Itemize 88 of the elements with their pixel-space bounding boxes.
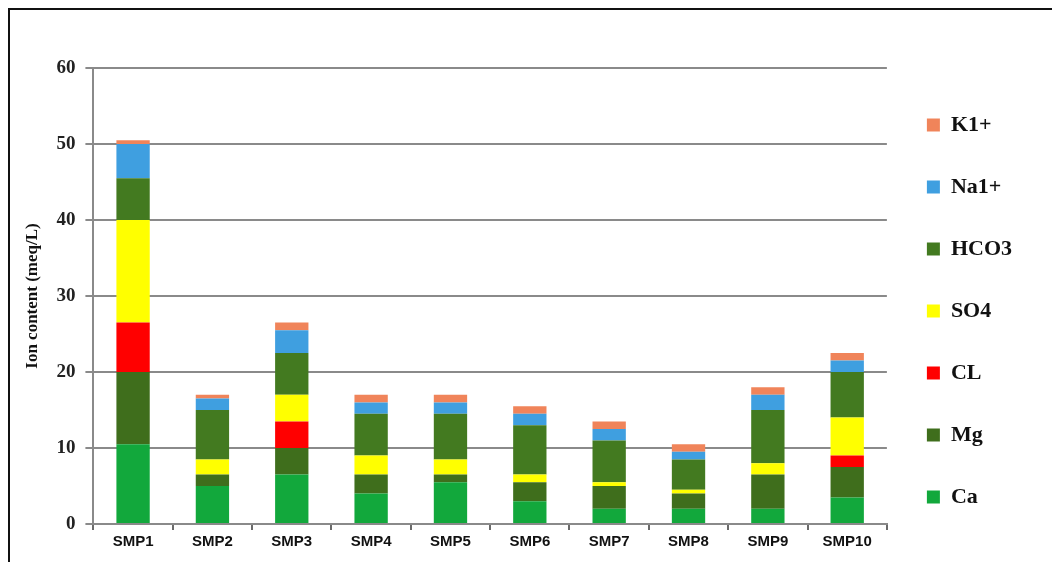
bar (671, 493, 706, 509)
bar (592, 508, 626, 523)
bar (513, 406, 547, 414)
y-tick-label: 50 (56, 131, 76, 153)
bar (354, 474, 388, 494)
bar (751, 508, 785, 523)
x-tick-label: SMP4 (350, 532, 393, 550)
bar (116, 322, 150, 372)
legend-label: Ca (950, 482, 978, 508)
bar (195, 474, 230, 486)
bar (354, 402, 388, 414)
bar (671, 451, 706, 460)
bar (275, 322, 309, 331)
bar (354, 493, 388, 523)
bar (354, 413, 388, 456)
bar (513, 425, 547, 475)
bar (592, 486, 626, 509)
x-tick-label: SMP5 (430, 532, 471, 550)
bar (433, 474, 468, 483)
bar (830, 372, 864, 418)
bar (751, 387, 785, 395)
bar (275, 421, 309, 448)
bar (671, 444, 706, 452)
bar (116, 178, 150, 220)
y-tick-label: 0 (65, 511, 76, 533)
bar (275, 330, 309, 353)
bar (671, 508, 706, 523)
bar (275, 353, 309, 395)
bar (592, 421, 626, 429)
bar (830, 353, 864, 361)
y-tick-label: 10 (56, 435, 76, 457)
bar (195, 398, 230, 410)
bar (116, 444, 150, 523)
bar (751, 394, 785, 410)
legend-label: CL (950, 358, 982, 384)
bar (751, 463, 785, 475)
bar (830, 455, 864, 467)
bar (433, 482, 468, 523)
bar (275, 474, 309, 523)
y-tick-label: 40 (56, 207, 76, 229)
bar (513, 413, 547, 426)
bar (751, 410, 785, 464)
bar (513, 474, 547, 483)
bar (513, 501, 547, 523)
bar (195, 394, 230, 399)
bar (830, 467, 864, 498)
x-tick-label: SMP8 (668, 532, 709, 550)
x-tick-label: SMP3 (271, 532, 313, 550)
y-axis-title: Ion content (meq/L) (21, 223, 41, 369)
legend-label: SO4 (950, 296, 992, 322)
bar (275, 448, 309, 475)
bar (116, 372, 150, 445)
bar (671, 489, 706, 494)
bar (671, 459, 706, 490)
bar (433, 413, 468, 460)
bar (195, 486, 230, 523)
bar (830, 417, 864, 456)
bar (751, 474, 785, 509)
legend-label: Na1+ (950, 172, 1002, 198)
y-tick-label: 30 (56, 283, 76, 305)
bar (830, 360, 864, 372)
legend-label: Mg (950, 420, 983, 446)
x-tick-label: SMP9 (747, 532, 789, 550)
bar (830, 497, 864, 523)
x-tick-label: SMP6 (509, 532, 551, 550)
x-tick-label: SMP1 (112, 532, 154, 550)
bar (195, 410, 230, 460)
bar (433, 402, 468, 414)
bar (116, 144, 150, 179)
y-tick-label: 20 (56, 359, 76, 381)
legend-label: HCO3 (950, 234, 1013, 260)
x-tick-label: SMP2 (191, 532, 233, 550)
x-tick-label: SMP10 (822, 532, 872, 550)
bar (592, 440, 626, 483)
bar (116, 140, 150, 144)
x-tick-label: SMP7 (588, 532, 630, 550)
y-tick-label: 60 (56, 55, 76, 77)
bar (275, 394, 309, 422)
bar (592, 482, 626, 486)
bar (513, 482, 547, 502)
bar (354, 455, 388, 475)
legend-label: K1+ (950, 110, 992, 136)
bar (592, 429, 626, 441)
bar (433, 459, 468, 475)
bar (354, 394, 388, 403)
bar (433, 394, 468, 403)
bar (195, 459, 230, 475)
bar (116, 220, 150, 323)
